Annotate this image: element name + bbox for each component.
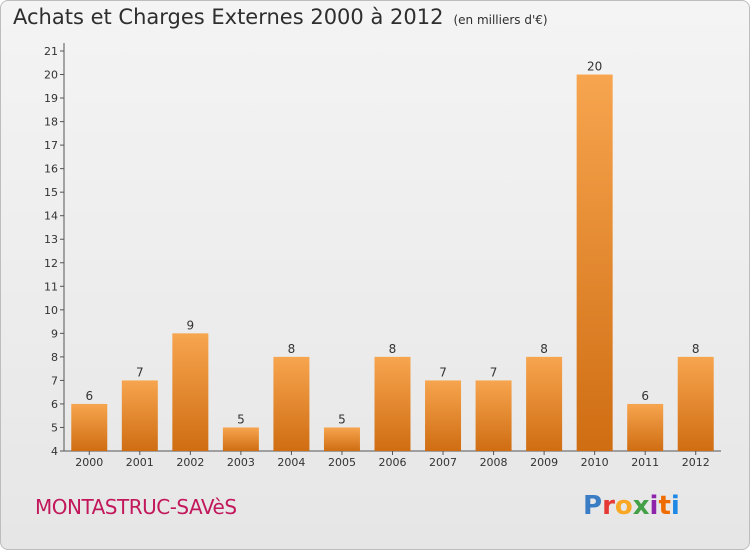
y-tick-label: 9 bbox=[51, 327, 58, 340]
bar-2007 bbox=[425, 380, 462, 451]
value-label-2005: 5 bbox=[338, 412, 346, 426]
chart-labels: 6 2000 7 2001 9 2002 5 2003 8 2004 5 2005 8 2006 7 2007… bbox=[75, 60, 709, 469]
y-tick-label: 19 bbox=[44, 92, 58, 105]
value-label-2002: 9 bbox=[187, 318, 195, 332]
y-tick-label: 17 bbox=[44, 139, 58, 152]
bar-2012 bbox=[677, 356, 714, 451]
bar-2001 bbox=[121, 380, 158, 451]
bar-2000 bbox=[71, 403, 108, 451]
chart-title-text: Achats et Charges Externes 2000 à 2012 bbox=[13, 5, 444, 29]
bar-2002 bbox=[172, 333, 209, 451]
y-tick-label: 4 bbox=[51, 445, 58, 458]
bar-2004 bbox=[273, 356, 310, 451]
y-tick-label: 10 bbox=[44, 304, 58, 317]
bar-2010 bbox=[576, 74, 613, 451]
x-tick-label-2006: 2006 bbox=[379, 456, 407, 469]
value-label-2001: 7 bbox=[136, 365, 144, 379]
value-label-2006: 8 bbox=[389, 342, 397, 356]
logo-letter: P bbox=[583, 491, 603, 521]
y-tick-label: 14 bbox=[44, 210, 58, 223]
y-tick-label: 16 bbox=[44, 163, 58, 176]
logo-letter: r bbox=[602, 491, 615, 521]
x-tick-label-2008: 2008 bbox=[480, 456, 508, 469]
y-tick-label: 8 bbox=[51, 351, 58, 364]
value-label-2000: 6 bbox=[85, 389, 93, 403]
value-label-2012: 8 bbox=[692, 342, 700, 356]
y-tick-label: 5 bbox=[51, 421, 58, 434]
y-tick-label: 15 bbox=[44, 186, 58, 199]
logo-letter: o bbox=[614, 491, 633, 521]
logo-letter: i bbox=[649, 491, 659, 521]
y-tick-label: 20 bbox=[44, 69, 58, 82]
x-tick-label-2011: 2011 bbox=[631, 456, 659, 469]
bar-2011 bbox=[627, 403, 664, 451]
chart-title: Achats et Charges Externes 2000 à 2012 (e… bbox=[13, 5, 548, 29]
value-label-2003: 5 bbox=[237, 412, 245, 426]
value-label-2007: 7 bbox=[439, 365, 447, 379]
logo-letter: x bbox=[632, 491, 650, 521]
x-tick-label-2007: 2007 bbox=[429, 456, 457, 469]
y-tick-label: 6 bbox=[51, 398, 58, 411]
chart-bars bbox=[71, 74, 714, 451]
x-tick-label-2000: 2000 bbox=[75, 456, 103, 469]
y-tick-label: 7 bbox=[51, 374, 58, 387]
chart-subtitle: (en milliers d'€) bbox=[453, 13, 548, 27]
x-tick-label-2001: 2001 bbox=[126, 456, 154, 469]
x-tick-label-2009: 2009 bbox=[530, 456, 558, 469]
bar-2008 bbox=[475, 380, 512, 451]
value-label-2008: 7 bbox=[490, 365, 498, 379]
x-tick-label-2004: 2004 bbox=[277, 456, 305, 469]
bar-2005 bbox=[323, 427, 360, 451]
value-label-2011: 6 bbox=[641, 389, 649, 403]
bar-2006 bbox=[374, 356, 411, 451]
x-tick-label-2012: 2012 bbox=[682, 456, 710, 469]
x-tick-label-2010: 2010 bbox=[581, 456, 609, 469]
value-label-2004: 8 bbox=[288, 342, 296, 356]
value-label-2010: 20 bbox=[587, 60, 602, 74]
logo-letter: i bbox=[670, 491, 680, 521]
bar-2003 bbox=[222, 427, 259, 451]
x-tick-label-2005: 2005 bbox=[328, 456, 356, 469]
x-tick-label-2002: 2002 bbox=[176, 456, 204, 469]
y-tick-label: 12 bbox=[44, 257, 58, 270]
location-name: MONTASTRUC-SAVèS bbox=[35, 495, 237, 519]
x-tick-label-2003: 2003 bbox=[227, 456, 255, 469]
value-label-2009: 8 bbox=[540, 342, 548, 356]
bar-2009 bbox=[526, 356, 563, 451]
proxiti-logo: Proxiti bbox=[583, 491, 680, 521]
y-tick-label: 21 bbox=[44, 45, 58, 58]
y-tick-label: 11 bbox=[44, 280, 58, 293]
y-tick-label: 18 bbox=[44, 116, 58, 129]
y-tick-label: 13 bbox=[44, 233, 58, 246]
logo-letter: t bbox=[658, 491, 671, 521]
